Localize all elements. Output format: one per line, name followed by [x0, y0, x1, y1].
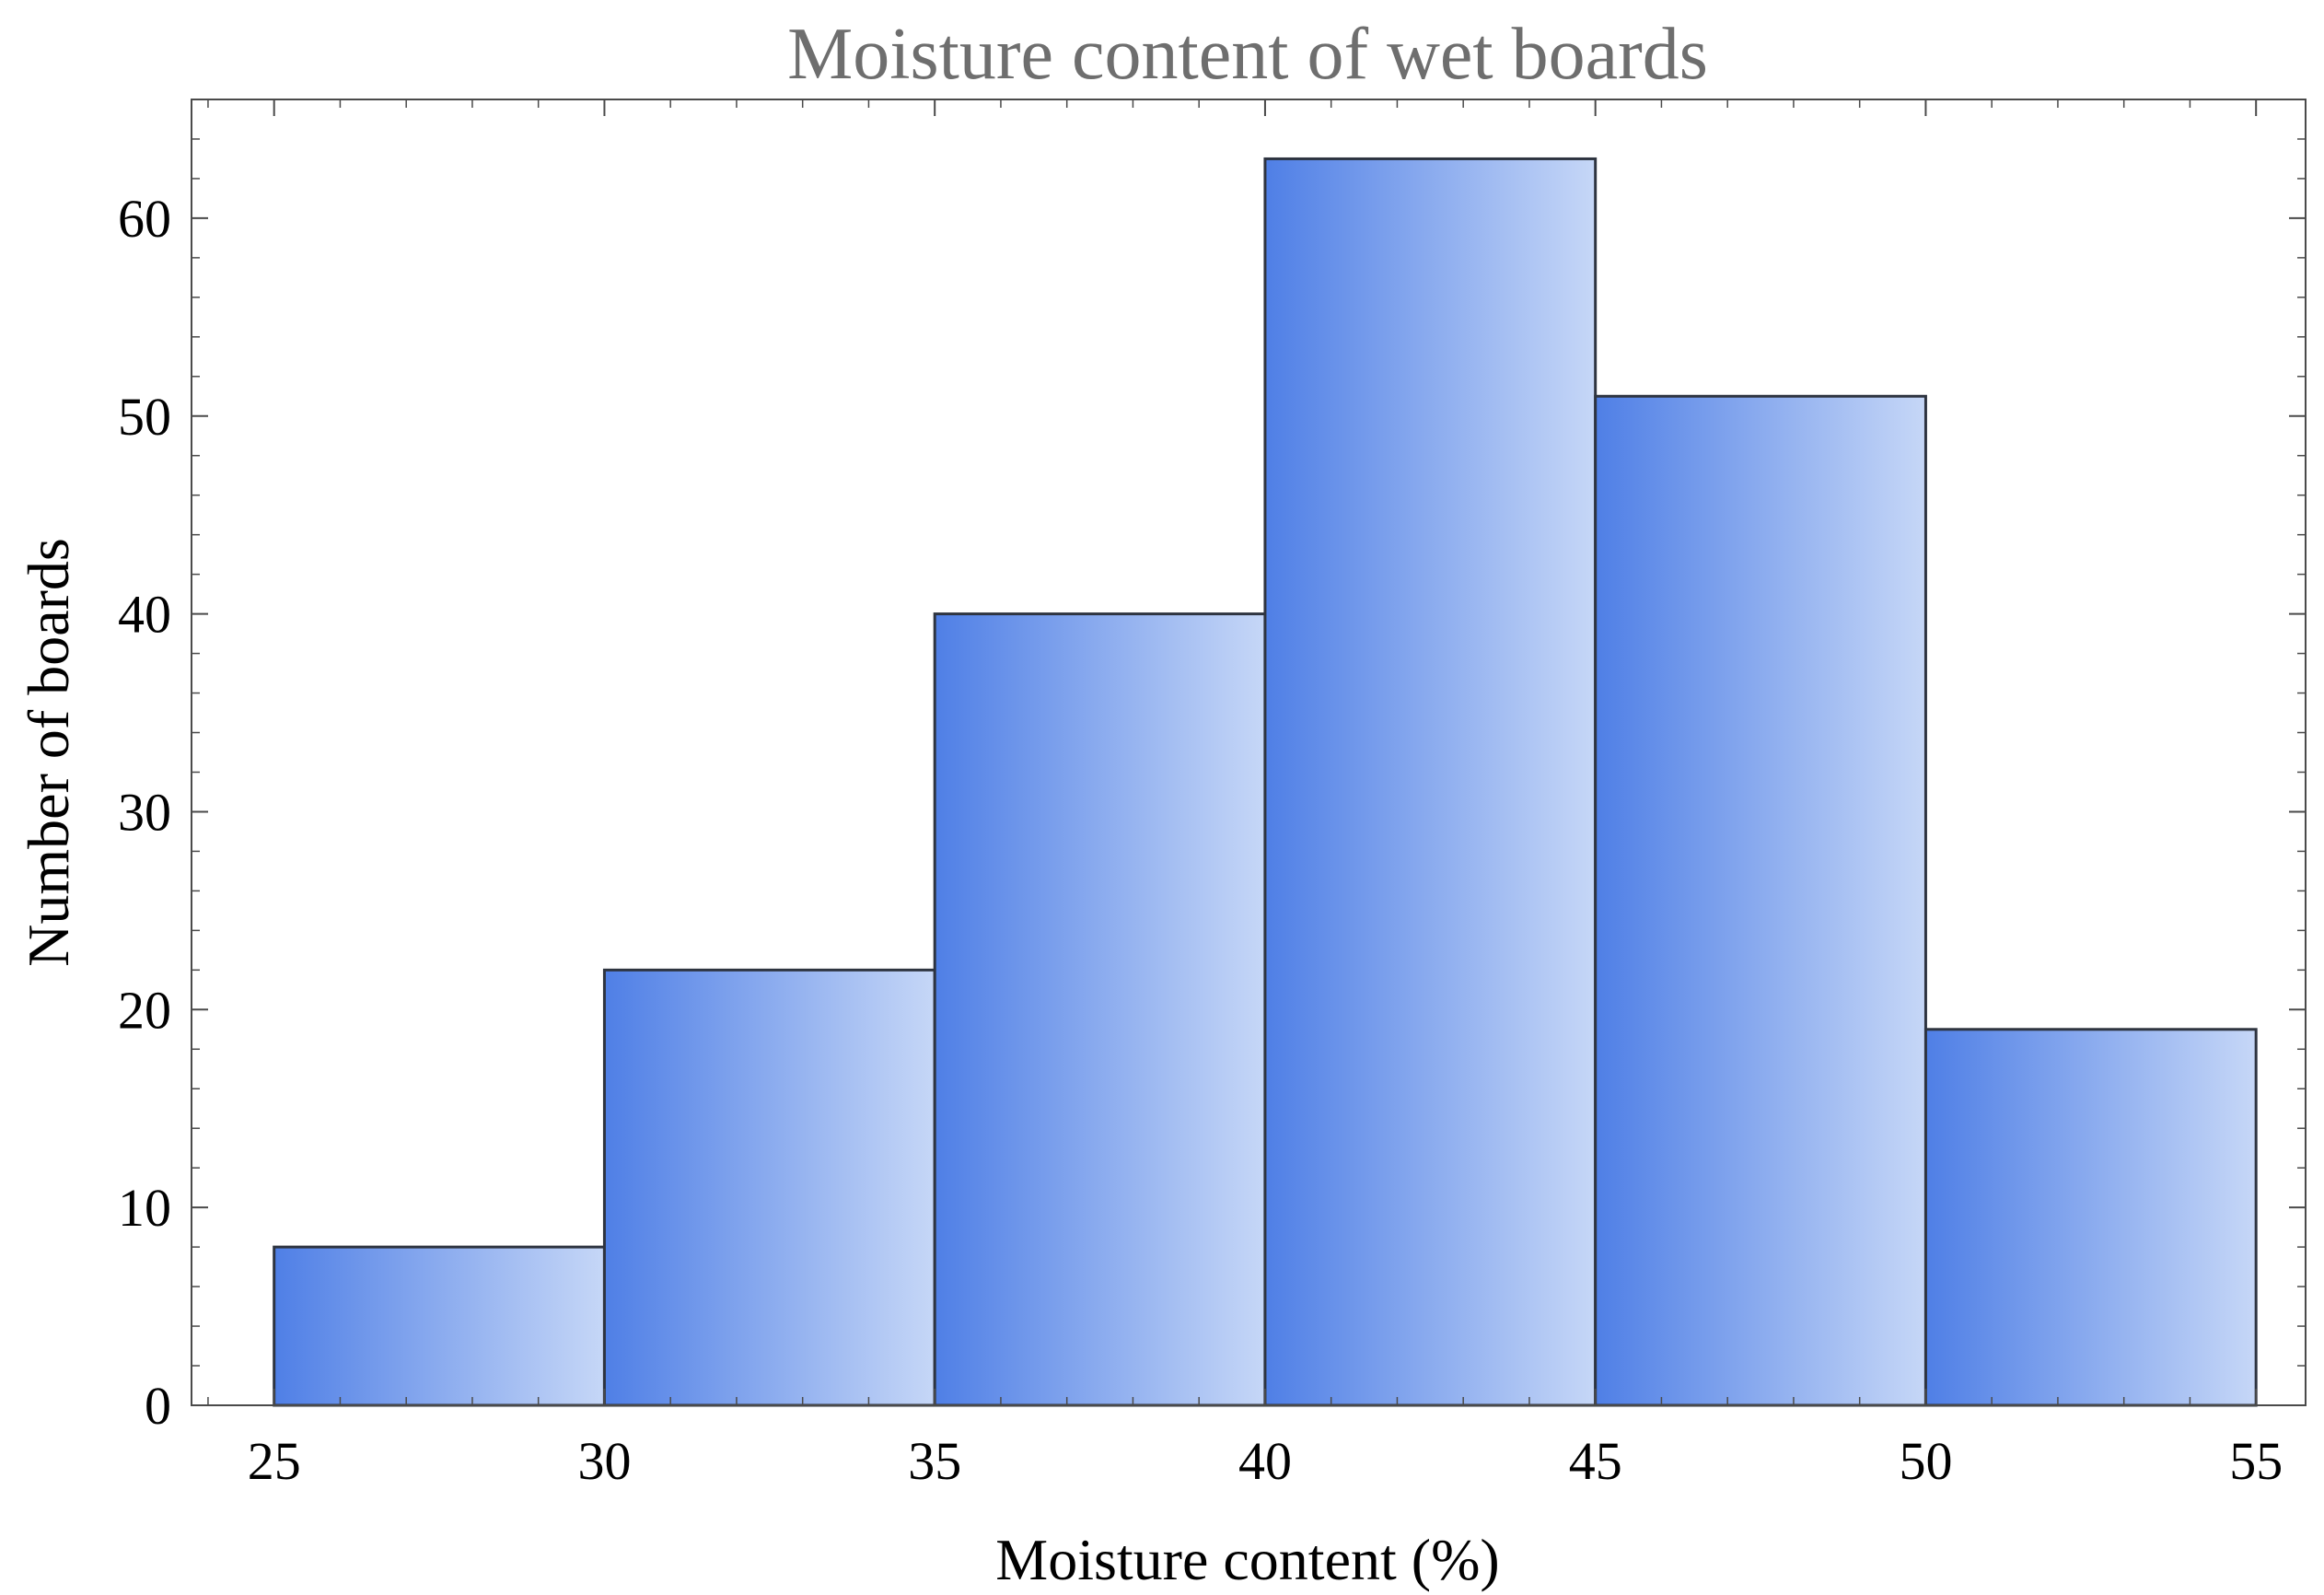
y-tick-label-2: 20	[118, 980, 171, 1040]
ticks-group	[192, 99, 2306, 1406]
chart-title: Moisture content of wet boards	[787, 14, 1708, 95]
y-tick-label-1: 10	[118, 1178, 171, 1238]
bar-5	[1923, 1028, 2258, 1407]
x-tick-label-1: 30	[577, 1431, 631, 1491]
x-tick-label-5: 50	[1899, 1431, 1952, 1491]
y-tick-label-6: 60	[118, 189, 171, 249]
y-tick-label-0: 0	[145, 1376, 171, 1436]
y-tick-label-5: 50	[118, 387, 171, 447]
x-tick-label-6: 55	[2229, 1431, 2283, 1491]
x-tick-label-2: 35	[908, 1431, 961, 1491]
bar-3	[1263, 157, 1598, 1407]
bar-1	[602, 968, 936, 1407]
y-tick-label-4: 40	[118, 585, 171, 645]
x-tick-label-3: 40	[1238, 1431, 1292, 1491]
y-axis-label: Number of boards	[16, 538, 81, 967]
bar-0	[273, 1245, 606, 1407]
x-tick-label-4: 45	[1569, 1431, 1622, 1491]
bars-group	[273, 157, 2258, 1407]
bar-4	[1594, 394, 1927, 1407]
y-tick-label-3: 30	[118, 782, 171, 842]
bar-2	[933, 612, 1267, 1407]
tick-labels-group: 25 30 35 40 45 50 55 0 10 20 30 40 50 60	[118, 189, 2283, 1491]
plot-frame	[191, 99, 2307, 1406]
x-tick-label-0: 25	[248, 1431, 301, 1491]
x-axis-label: Moisture content (%)	[995, 1527, 1499, 1592]
